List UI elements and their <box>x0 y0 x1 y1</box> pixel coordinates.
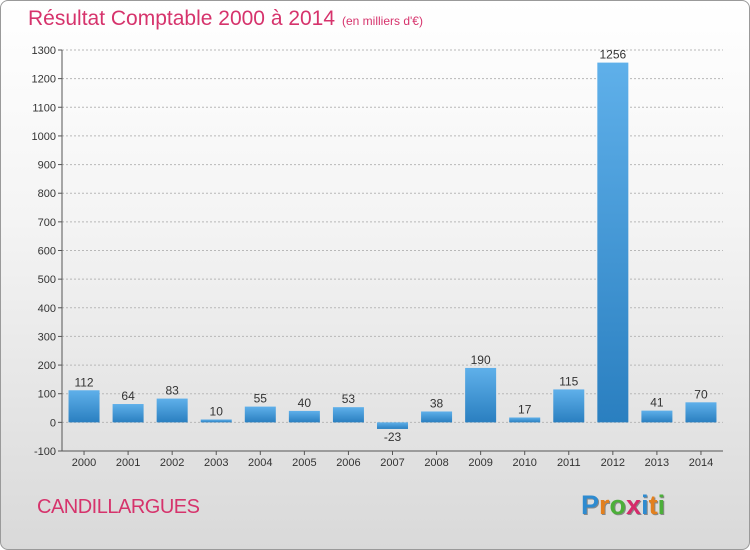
bar <box>597 62 629 423</box>
x-tick-label: 2004 <box>248 457 272 469</box>
bar-value-label: 53 <box>342 392 356 406</box>
logo-letter: x <box>626 490 642 520</box>
bar <box>244 406 276 423</box>
y-tick-label: 200 <box>38 360 56 372</box>
bar <box>200 419 232 423</box>
bar <box>288 410 320 423</box>
y-tick-label: 1100 <box>32 102 56 114</box>
y-tick-label: -100 <box>34 446 56 458</box>
bar-value-label: -23 <box>384 430 402 444</box>
y-tick-label: 500 <box>38 274 56 286</box>
x-tick-label: 2005 <box>292 457 316 469</box>
y-tick-label: 1300 <box>32 45 56 57</box>
logo-letter: P <box>581 490 600 520</box>
bar-value-label: 1256 <box>599 48 626 62</box>
x-tick-label: 2013 <box>645 457 669 469</box>
y-tick-label: 400 <box>38 303 56 315</box>
bar-value-label: 112 <box>74 375 93 389</box>
logo-letter: r <box>599 490 610 520</box>
x-tick-label: 2007 <box>380 457 404 469</box>
x-tick-label: 2003 <box>204 457 228 469</box>
bar-value-label: 55 <box>254 392 268 406</box>
y-tick-label: 700 <box>38 217 56 229</box>
x-tick-label: 2006 <box>336 457 360 469</box>
bar-value-label: 83 <box>165 384 179 398</box>
x-tick-label: 2002 <box>160 457 184 469</box>
commune-name: CANDILLARGUES <box>37 496 200 518</box>
bar-value-label: 115 <box>559 374 578 388</box>
bar <box>332 407 364 423</box>
logo-letter: t <box>648 490 658 520</box>
bar <box>421 411 453 423</box>
bar-value-label: 40 <box>298 396 312 410</box>
chart-title: Résultat Comptable 2000 à 2014 <box>28 7 336 30</box>
bar <box>68 390 100 423</box>
x-tick-label: 2012 <box>601 457 625 469</box>
bar-value-label: 38 <box>430 396 444 410</box>
bar <box>641 410 673 423</box>
bar <box>112 404 144 423</box>
bar-value-label: 41 <box>650 396 664 410</box>
y-tick-label: 800 <box>38 188 56 200</box>
y-tick-label: 600 <box>38 246 56 258</box>
bar-value-label: 64 <box>121 389 135 403</box>
x-tick-label: 2011 <box>557 457 581 469</box>
y-tick-label: 1000 <box>32 131 56 143</box>
bar-value-label: 70 <box>694 387 708 401</box>
x-tick-label: 2008 <box>424 457 448 469</box>
x-tick-label: 2001 <box>116 457 140 469</box>
bar-value-label: 10 <box>210 404 224 418</box>
y-tick-label: 300 <box>38 331 56 343</box>
bar <box>553 389 585 423</box>
bar <box>156 398 188 423</box>
x-tick-label: 2000 <box>72 457 96 469</box>
x-tick-label: 2009 <box>468 457 492 469</box>
proxiti-logo: Proxiti <box>581 490 665 521</box>
bar <box>377 422 408 429</box>
y-tick-label: 100 <box>38 389 56 401</box>
y-tick-label: 0 <box>50 417 56 429</box>
y-tick-label: 1200 <box>32 74 56 86</box>
logo-letter: i <box>641 490 649 520</box>
x-tick-label: 2014 <box>689 457 713 469</box>
y-tick-label: 900 <box>38 160 56 172</box>
bar <box>509 417 541 423</box>
bar-value-label: 190 <box>471 353 491 367</box>
bar <box>465 367 497 423</box>
logo-letter: o <box>609 490 627 520</box>
chart-subtitle: (en milliers d'€) <box>342 14 423 28</box>
bar-value-label: 17 <box>518 402 532 416</box>
bar <box>685 402 717 423</box>
logo-letter: i <box>657 490 666 520</box>
x-tick-label: 2010 <box>512 457 536 469</box>
